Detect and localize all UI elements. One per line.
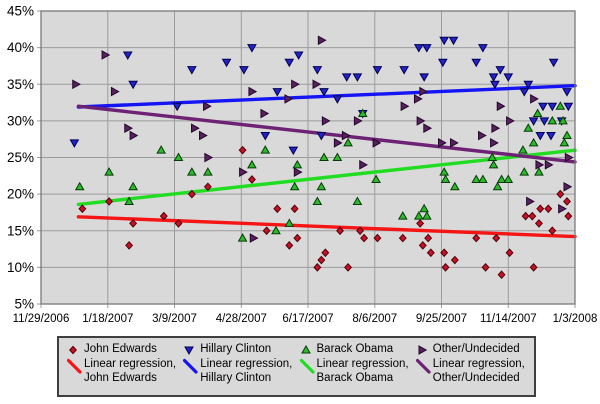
regression-line-linear-regression-john-edwards xyxy=(76,215,577,239)
legend-label-regression-barack-obama: Linear regression, Barack Obama xyxy=(316,357,409,385)
legend-label-regression-john-edwards: Linear regression, John Edwards xyxy=(84,357,177,385)
regression-line-linear-regression-hillary-clinton xyxy=(76,83,577,109)
legend-label-john-edwards: John Edwards xyxy=(84,343,157,355)
legend-entry-regression-hillary-clinton: Linear regression, Hillary Clinton xyxy=(183,357,299,386)
svg-text:9/25/2007: 9/25/2007 xyxy=(416,313,467,325)
svg-text:11/14/2007: 11/14/2007 xyxy=(480,313,537,325)
svg-text:25%: 25% xyxy=(7,150,34,165)
triangle-up-marker-icon xyxy=(300,343,317,356)
regression-line-icon xyxy=(183,358,200,374)
triangle-right-marker-icon xyxy=(416,343,433,356)
svg-text:6/17/2007: 6/17/2007 xyxy=(282,313,333,325)
legend-label-hillary-clinton: Hillary Clinton xyxy=(200,343,272,355)
legend-label-barack-obama: Barack Obama xyxy=(316,343,394,355)
svg-text:15%: 15% xyxy=(7,223,34,238)
series-john-edwards xyxy=(78,145,573,280)
legend-column-barack-obama: Barack Obama Linear regression, Barack Ob… xyxy=(299,342,416,386)
svg-text:1/3/2008: 1/3/2008 xyxy=(553,313,598,325)
svg-text:4/28/2007: 4/28/2007 xyxy=(216,313,267,325)
legend-entry-regression-barack-obama: Linear regression, Barack Obama xyxy=(299,357,416,386)
svg-text:40%: 40% xyxy=(7,40,34,55)
svg-text:8/6/2007: 8/6/2007 xyxy=(352,313,397,325)
legend-label-other-undecided: Other/Undecided xyxy=(432,343,520,355)
regression-line-icon xyxy=(415,358,433,374)
svg-text:10%: 10% xyxy=(7,260,34,275)
x-axis-labels: 11/29/2006 1/18/2007 3/9/2007 4/28/2007 6/17… xyxy=(13,313,598,325)
svg-text:1/18/2007: 1/18/2007 xyxy=(82,313,133,325)
legend-entry-barack-obama: Barack Obama xyxy=(300,342,416,357)
svg-text:3/9/2007: 3/9/2007 xyxy=(152,313,197,325)
legend-label-regression-hillary-clinton: Linear regression, Hillary Clinton xyxy=(200,357,293,385)
svg-text:45%: 45% xyxy=(7,4,34,19)
triangle-down-marker-icon xyxy=(183,343,200,356)
plot-border xyxy=(40,10,576,305)
series-other-undecided xyxy=(72,35,574,243)
series-hillary-clinton xyxy=(69,36,574,156)
series-barack-obama xyxy=(74,101,572,242)
svg-text:30%: 30% xyxy=(7,113,34,128)
regression-line-icon xyxy=(67,358,84,374)
legend-label-regression-other-undecided: Linear regression, Other/Undecided xyxy=(432,357,525,385)
y-axis-labels: 5% 10% 15% 20% 25% 30% 35% 40% 45% xyxy=(7,4,34,312)
svg-text:20%: 20% xyxy=(7,187,34,202)
regression-line-icon xyxy=(299,358,317,374)
legend-column-hillary-clinton: Hillary Clinton Linear regression, Hillar… xyxy=(183,342,299,386)
svg-text:5%: 5% xyxy=(14,297,34,312)
legend-column-other-undecided: Other/Undecided Linear regression, Other/… xyxy=(415,342,532,386)
chart-legend: John Edwards Linear regression, John Edwa… xyxy=(57,336,536,397)
svg-text:35%: 35% xyxy=(7,77,34,92)
legend-entry-other-undecided: Other/Undecided xyxy=(416,342,532,357)
poll-scatter-chart: 5% 10% 15% 20% 25% 30% 35% 40% 45% 11/29/2006 1/18… xyxy=(7,4,598,326)
legend-entry-regression-john-edwards: Linear regression, John Edwards xyxy=(67,357,183,386)
legend-column-john-edwards: John Edwards Linear regression, John Edwa… xyxy=(67,342,183,386)
legend-entry-hillary-clinton: Hillary Clinton xyxy=(183,342,299,357)
svg-text:11/29/2006: 11/29/2006 xyxy=(13,313,70,325)
legend-entry-john-edwards: John Edwards xyxy=(67,342,183,357)
diamond-marker-icon xyxy=(67,343,84,356)
legend-entry-regression-other-undecided: Linear regression, Other/Undecided xyxy=(415,357,532,386)
